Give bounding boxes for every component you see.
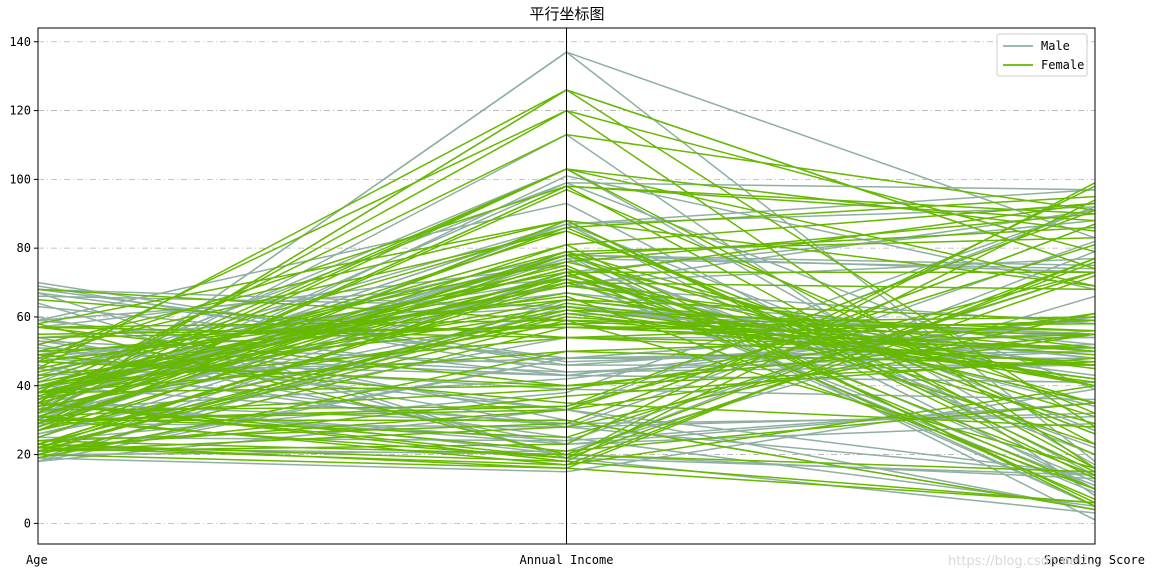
y-tick-label: 80 <box>17 241 31 255</box>
x-axis-label: Age <box>26 553 48 567</box>
plot-frame <box>37 27 1096 545</box>
chart-title: 平行坐标图 <box>529 5 604 23</box>
x-axis-label: Annual Income <box>520 553 614 567</box>
legend-label: Female <box>1041 58 1084 72</box>
watermark-text: https://blog.csdn.net/… <box>948 554 1101 569</box>
y-tick-label: 120 <box>9 104 31 118</box>
y-tick-label: 20 <box>17 448 31 462</box>
y-tick-label: 0 <box>24 516 31 530</box>
x-axis-label: Spending Score <box>1044 553 1145 567</box>
y-axis-ticks: 0 20 40 60 80 100 120 140 <box>9 35 38 530</box>
y-tick-label: 60 <box>17 310 31 324</box>
y-tick-label: 140 <box>9 35 31 49</box>
legend: Male Female <box>996 33 1088 77</box>
legend-label: Male <box>1041 39 1070 53</box>
y-tick-label: 40 <box>17 379 31 393</box>
x-axis-labels: Age Annual Income Spending Score <box>26 553 1145 567</box>
y-tick-label: 100 <box>9 172 31 186</box>
